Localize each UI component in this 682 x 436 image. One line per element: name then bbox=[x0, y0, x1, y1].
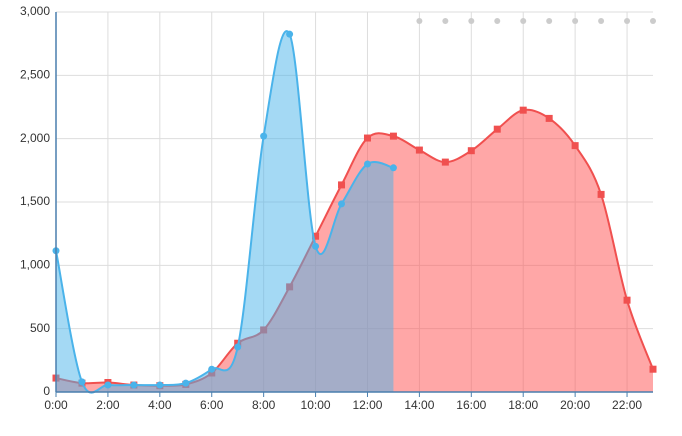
null-marker bbox=[572, 18, 579, 24]
y-tick-label: 0 bbox=[43, 384, 50, 398]
x-tick-label: 16:00 bbox=[456, 398, 486, 412]
point bbox=[623, 296, 631, 304]
point bbox=[78, 378, 86, 386]
point bbox=[338, 200, 346, 208]
point bbox=[545, 114, 553, 122]
null-marker bbox=[494, 18, 501, 24]
y-tick-label: 500 bbox=[30, 321, 50, 335]
area-fill bbox=[56, 31, 394, 393]
point bbox=[389, 132, 397, 140]
point bbox=[156, 381, 164, 389]
x-tick-label: 18:00 bbox=[508, 398, 538, 412]
point bbox=[571, 142, 579, 150]
y-tick-label: 3,000 bbox=[20, 4, 50, 18]
x-tick-label: 0:00 bbox=[44, 398, 68, 412]
point bbox=[312, 242, 320, 250]
point bbox=[286, 30, 294, 38]
null-marker bbox=[650, 18, 656, 24]
x-tick-label: 14:00 bbox=[404, 398, 434, 412]
x-tick-label: 8:00 bbox=[252, 398, 276, 412]
point bbox=[104, 381, 112, 389]
point bbox=[363, 134, 371, 142]
null-marker bbox=[520, 18, 527, 24]
null-marker bbox=[442, 18, 449, 24]
x-tick-label: 6:00 bbox=[200, 398, 224, 412]
x-tick-label: 20:00 bbox=[560, 398, 590, 412]
point bbox=[312, 232, 320, 240]
point bbox=[649, 365, 657, 373]
point bbox=[130, 381, 138, 389]
x-tick-label: 22:00 bbox=[612, 398, 642, 412]
null-marker bbox=[546, 18, 553, 24]
point bbox=[389, 164, 397, 172]
x-tick-label: 2:00 bbox=[96, 398, 120, 412]
point bbox=[338, 181, 346, 189]
point bbox=[260, 132, 268, 140]
y-tick-label: 2,000 bbox=[20, 131, 50, 145]
null-marker bbox=[468, 18, 475, 24]
point bbox=[467, 147, 475, 155]
point bbox=[493, 125, 501, 133]
point bbox=[363, 160, 371, 168]
null-marker bbox=[416, 18, 423, 24]
point bbox=[234, 343, 242, 351]
point bbox=[519, 106, 527, 114]
null-marker bbox=[598, 18, 605, 24]
y-tick-label: 1,000 bbox=[20, 258, 50, 272]
point bbox=[415, 146, 423, 154]
y-tick-label: 1,500 bbox=[20, 194, 50, 208]
x-tick-label: 10:00 bbox=[301, 398, 331, 412]
null-marker bbox=[624, 18, 631, 24]
x-tick-label: 4:00 bbox=[148, 398, 172, 412]
x-tick-label: 12:00 bbox=[352, 398, 382, 412]
point bbox=[182, 379, 190, 387]
y-tick-label: 2,500 bbox=[20, 68, 50, 82]
point bbox=[208, 365, 216, 373]
point bbox=[597, 190, 605, 198]
point bbox=[441, 158, 449, 166]
